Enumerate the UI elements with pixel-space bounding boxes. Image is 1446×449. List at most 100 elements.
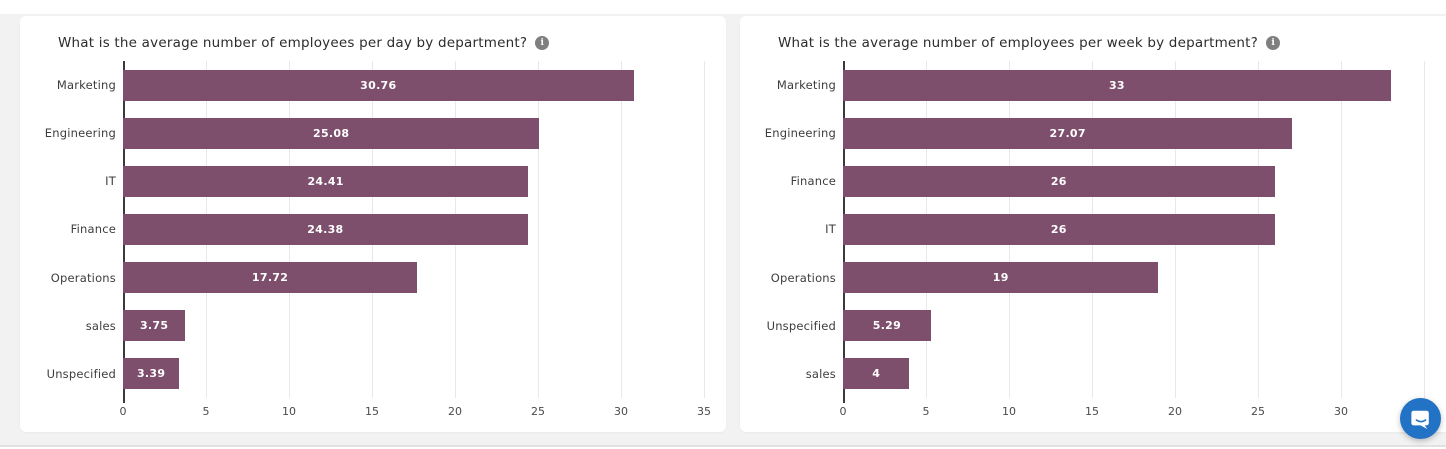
bar-chart-plot: Marketing 30.76 Engineering 25.08 IT 24.41 Fin…	[38, 61, 712, 422]
bar-rows: Marketing 30.76 Engineering 25.08 IT 24.41 Fin…	[38, 61, 704, 398]
bar-row: Unspecified 5.29	[758, 302, 1424, 350]
category-label: Operations	[770, 270, 836, 285]
category-label: Operations	[50, 270, 116, 285]
x-tick-label: 10	[282, 405, 296, 418]
chart-title: What is the average number of employees …	[778, 35, 1259, 51]
chart-card-per-week: What is the average number of employees …	[740, 16, 1446, 432]
bar-row: Operations 17.72	[38, 254, 704, 302]
bar-row: Finance 26	[758, 157, 1424, 205]
bar: 17.72	[123, 262, 418, 294]
bar-value-label: 26	[1050, 174, 1067, 188]
category-label: IT	[105, 174, 116, 189]
chart-title-row: What is the average number of employees …	[38, 29, 704, 61]
chat-launcher-button[interactable]	[1400, 398, 1441, 439]
x-tick-label: 30	[1334, 405, 1348, 418]
bar: 4	[843, 358, 910, 390]
chat-bubble-icon	[1410, 408, 1432, 430]
bar-value-label: 17.72	[251, 271, 289, 285]
bar-row: Engineering 25.08	[38, 109, 704, 157]
bar-track: 26	[843, 205, 1424, 253]
bar: 24.41	[123, 165, 529, 197]
bar-value-label: 27.07	[1049, 126, 1086, 140]
bar-row: IT 24.41	[38, 157, 704, 205]
category-label: Engineering	[764, 126, 836, 141]
bar-track: 3.75	[123, 302, 704, 350]
x-tick-label: 0	[119, 405, 127, 418]
category-label: sales	[805, 366, 836, 381]
bar-value-label: 30.76	[360, 78, 397, 92]
bar: 19	[843, 262, 1159, 294]
bar-row: sales 3.75	[38, 302, 704, 350]
bar-row: Finance 24.38	[38, 205, 704, 253]
category-label: Finance	[70, 222, 116, 237]
x-tick-label: 20	[448, 405, 462, 418]
dashboard-canvas: What is the average number of employees …	[0, 14, 1446, 447]
gridline	[1424, 61, 1425, 398]
x-tick-label: 25	[1251, 405, 1265, 418]
x-tick-label: 35	[697, 405, 711, 418]
bar-value-label: 4	[872, 367, 881, 381]
bar-track: 26	[843, 157, 1424, 205]
x-tick-label: 15	[1085, 405, 1099, 418]
bar-value-label: 5.29	[872, 319, 902, 333]
bar-track: 24.41	[123, 157, 704, 205]
bar-value-label: 33	[1108, 78, 1125, 92]
bar: 33	[843, 69, 1391, 101]
bar: 30.76	[123, 69, 634, 101]
bar-track: 3.39	[123, 350, 704, 398]
bar-row: Operations 19	[758, 254, 1424, 302]
info-icon[interactable]: i	[535, 36, 550, 50]
bar-track: 30.76	[123, 61, 704, 109]
x-tick-label: 30	[614, 405, 628, 418]
bar-rows: Marketing 33 Engineering 27.07 Finance 26 IT 26…	[758, 61, 1424, 398]
bar-row: Unspecified 3.39	[38, 350, 704, 398]
info-icon[interactable]: i	[1266, 36, 1281, 50]
gridline	[704, 61, 705, 398]
chart-card-per-day: What is the average number of employees …	[20, 16, 726, 432]
bar: 5.29	[843, 310, 931, 342]
x-tick-label: 25	[531, 405, 545, 418]
bar: 3.39	[123, 358, 180, 390]
bar: 3.75	[123, 310, 186, 342]
bar-track: 5.29	[843, 302, 1424, 350]
category-label: Marketing	[776, 78, 836, 93]
category-label: Unspecified	[46, 366, 116, 381]
top-strip	[0, 0, 1446, 14]
category-label: Marketing	[56, 78, 116, 93]
category-label: Finance	[790, 174, 836, 189]
category-label: Unspecified	[766, 318, 836, 333]
bar: 26	[843, 213, 1275, 245]
x-tick-label: 10	[1002, 405, 1016, 418]
bar-track: 17.72	[123, 254, 704, 302]
bar-track: 19	[843, 254, 1424, 302]
x-tick-label: 15	[365, 405, 379, 418]
bar-row: Marketing 33	[758, 61, 1424, 109]
category-label: IT	[825, 222, 836, 237]
x-tick-label: 0	[839, 405, 847, 418]
bar: 25.08	[123, 117, 540, 149]
bar-track: 25.08	[123, 109, 704, 157]
bar-value-label: 25.08	[313, 126, 350, 140]
bar-row: Engineering 27.07	[758, 109, 1424, 157]
x-axis-ticks: 0 5 10 15 20 25 30	[839, 398, 1424, 422]
bar-track: 4	[843, 350, 1424, 398]
bar-row: sales 4	[758, 350, 1424, 398]
chart-title: What is the average number of employees …	[58, 35, 528, 51]
bar-row: Marketing 30.76	[38, 61, 704, 109]
chart-title-row: What is the average number of employees …	[758, 29, 1424, 61]
x-axis-ticks: 0 5 10 15 20 25 30 35	[119, 398, 712, 422]
bar-value-label: 24.41	[307, 174, 344, 188]
bar-chart-plot: Marketing 33 Engineering 27.07 Finance 26 IT 26…	[758, 61, 1425, 422]
bar-value-label: 19	[992, 271, 1009, 285]
x-tick-label: 20	[1168, 405, 1182, 418]
bar: 24.38	[123, 213, 528, 245]
bar-track: 27.07	[843, 109, 1424, 157]
x-tick-label: 5	[922, 405, 930, 418]
bar: 27.07	[843, 117, 1293, 149]
bar-value-label: 3.39	[136, 367, 166, 381]
bar-row: IT 26	[758, 205, 1424, 253]
category-label: Engineering	[44, 126, 116, 141]
bar-value-label: 3.75	[139, 319, 169, 333]
bar-value-label: 24.38	[307, 222, 344, 236]
bar-track: 24.38	[123, 205, 704, 253]
